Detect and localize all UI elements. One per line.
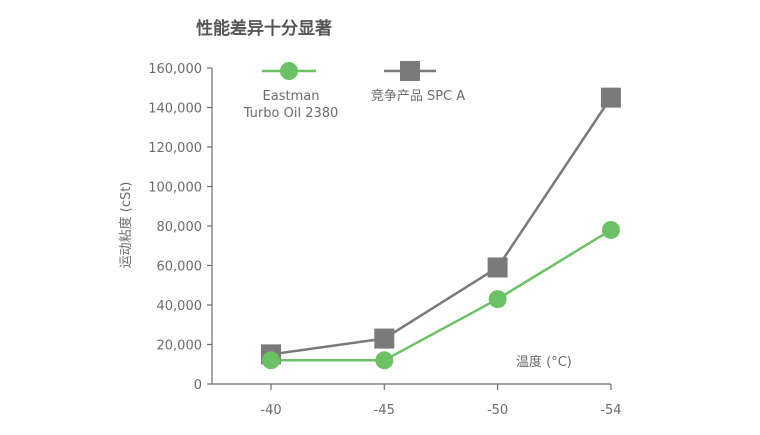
y-tick-label: 20,000: [157, 339, 203, 354]
legend-label-line: Eastman: [263, 89, 320, 104]
y-tick-label: 80,000: [157, 220, 203, 235]
series-point-square: [487, 257, 508, 278]
legend-label-line: Turbo Oil 2380: [243, 106, 339, 121]
y-tick-label: 120,000: [148, 141, 202, 156]
y-tick-label: 60,000: [157, 260, 203, 275]
x-tick-label: -50: [487, 403, 508, 418]
legend-marker-eastman: [280, 62, 298, 80]
series-point-circle: [262, 351, 280, 370]
x-tick-label: -45: [374, 403, 395, 418]
series-point-circle: [375, 351, 394, 370]
y-tick-label: 160,000: [148, 62, 202, 77]
series-point-circle: [601, 220, 620, 239]
legend-marker-spc: [400, 61, 420, 81]
y-tick-label: 140,000: [148, 102, 202, 117]
series-point-circle: [488, 290, 507, 309]
x-tick-label: -40: [260, 403, 281, 418]
legend-label-eastman: Eastman Turbo Oil 2380: [243, 89, 339, 121]
x-tick-label: -54: [600, 403, 621, 418]
y-tick-label: 100,000: [148, 181, 202, 196]
legend-label-spc: 竞争产品 SPC A: [371, 88, 465, 104]
series-point-square: [600, 87, 621, 108]
y-axis-label: 运动粘度 (cSt): [118, 182, 134, 269]
y-tick-label: 40,000: [157, 299, 203, 314]
series-line-0: [271, 228, 612, 362]
x-axis-label: 温度 (°C): [516, 354, 572, 370]
y-tick-label: 0: [194, 378, 202, 393]
chart-title: 性能差异十分显著: [196, 19, 332, 39]
series-line-1: [270, 96, 612, 356]
series-point-square: [374, 328, 395, 349]
